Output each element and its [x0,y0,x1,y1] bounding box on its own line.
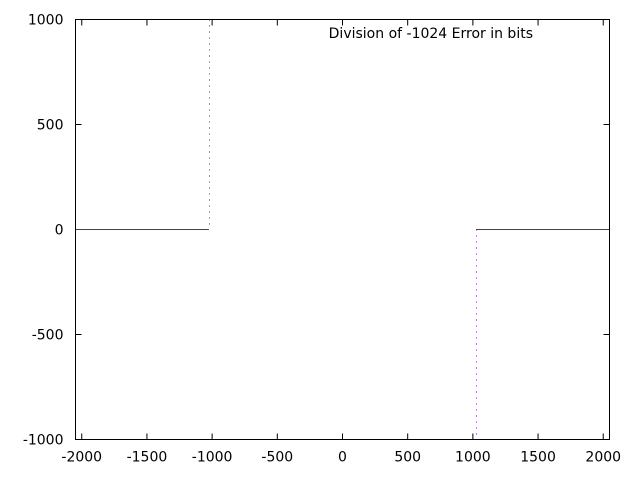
x-tick-label: 2000 [585,450,621,466]
chart-title: Division of -1024 Error in bits [329,26,533,42]
y-tick-label: -1000 [23,433,64,449]
x-tick-label: 500 [394,450,421,466]
series-layer [75,19,610,440]
y-tick-label: -500 [32,328,64,344]
x-tick-label: -2000 [61,450,102,466]
x-tick-label: 0 [338,450,347,466]
x-tick-label: -1500 [127,450,168,466]
plot-frame [75,19,610,440]
x-tick-label: -500 [261,450,293,466]
tick-labels: -2000 -1500 -1000 -500 0 500 1000 1500 2000 -1000… [23,13,621,466]
x-tick-label: 1000 [455,450,491,466]
y-tick-label: 0 [55,223,64,239]
x-tick-label: 1500 [520,450,556,466]
y-tick-label: 1000 [28,13,64,29]
y-tick-label: 500 [37,118,64,134]
x-tick-label: -1000 [192,450,233,466]
